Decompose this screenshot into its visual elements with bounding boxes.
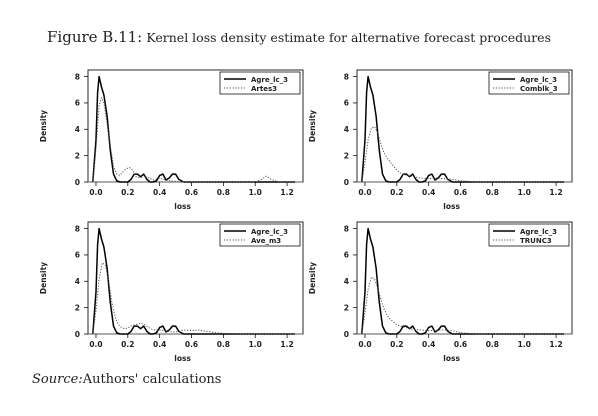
panel-2-y-tick-label: 8	[344, 72, 349, 81]
panel-3-x-tick-label: 0.8	[217, 340, 230, 349]
panel-1-x-tick-label: 1.2	[280, 188, 293, 197]
panel-3-y-tick-label: 8	[75, 224, 80, 233]
panel-1-y-tick-label: 4	[75, 125, 80, 134]
panel-4-x-tick-label: 1.2	[549, 340, 562, 349]
panel-1-legend-label-1: Agre_lc_3	[251, 76, 288, 84]
panel-2-series-line-2	[361, 126, 564, 183]
panel-4-x-tick-label: 0.2	[390, 340, 403, 349]
panel-4-x-tick-label: 0.4	[422, 340, 435, 349]
panel-2-x-tick-label: 0.2	[390, 188, 403, 197]
panel-4-x-tick-label: 1.0	[518, 340, 531, 349]
panel-4-x-tick-label: 0.6	[454, 340, 467, 349]
figure-title: Kernel loss density estimate for alterna…	[146, 30, 551, 45]
panel-2-legend-label-1: Agre_lc_3	[520, 76, 557, 84]
panel-1-y-tick-label: 2	[75, 151, 80, 160]
source-text: Authors' calculations	[82, 372, 222, 387]
panel-3-legend-label-2: Ave_m3	[251, 237, 281, 245]
panel-4-y-tick-label: 0	[344, 330, 349, 339]
panel-2-y-axis-title: Density	[308, 110, 317, 142]
panel-2-y-tick-label: 2	[344, 151, 349, 160]
panel-3-y-tick-label: 2	[75, 303, 80, 312]
panel-1-series-line-2	[92, 97, 295, 183]
figure-caption: Figure B.11: Kernel loss density estimat…	[0, 28, 598, 46]
panel-3-x-tick-label: 1.0	[249, 340, 262, 349]
panel-4-x-tick-label: 0.0	[358, 340, 371, 349]
panel-3-y-tick-label: 4	[75, 277, 80, 286]
panel-3-legend-box	[219, 223, 301, 247]
panel-1-legend-label-2: Artes3	[251, 85, 277, 93]
panel-4-x-axis-title: loss	[443, 354, 460, 363]
panel-2-y-tick-label: 4	[344, 125, 349, 134]
panel-2-y-tick-label: 0	[344, 178, 349, 187]
panel-4-legend-label-2: TRUNC3	[520, 237, 552, 245]
panel-4-y-tick-label: 6	[344, 251, 349, 260]
panel-3-series-line-2	[92, 262, 295, 335]
panel-2-x-tick-label: 0.0	[358, 188, 371, 197]
panel-2-x-tick-label: 0.4	[422, 188, 435, 197]
panel-4-x-tick-label: 0.8	[486, 340, 499, 349]
panel-2-x-axis-title: loss	[443, 202, 460, 211]
panel-3-x-tick-label: 0.4	[153, 340, 166, 349]
panel-4-legend-label-1: Agre_lc_3	[520, 228, 557, 236]
panel-3-y-tick-label: 6	[75, 251, 80, 260]
panel-1-x-tick-label: 1.0	[249, 188, 262, 197]
panel-2-x-tick-label: 1.0	[518, 188, 531, 197]
panel-1-x-tick-label: 0.6	[185, 188, 198, 197]
panel-2-y-tick-label: 6	[344, 99, 349, 108]
panel-1-y-axis-title: Density	[39, 110, 48, 142]
panel-2-legend-box	[488, 71, 570, 95]
panel-3-x-tick-label: 0.2	[121, 340, 134, 349]
panel-3-legend-label-1: Agre_lc_3	[251, 228, 288, 236]
panel-1-x-tick-label: 0.8	[217, 188, 230, 197]
panel-3-x-tick-label: 0.0	[89, 340, 102, 349]
panel-2-x-tick-label: 0.8	[486, 188, 499, 197]
source-label: Source:	[32, 372, 83, 387]
panel-1-y-tick-label: 0	[75, 178, 80, 187]
panel-4-y-tick-label: 4	[344, 277, 349, 286]
panel-1-legend-box	[219, 71, 301, 95]
panel-4-y-tick-label: 8	[344, 224, 349, 233]
panel-3-x-tick-label: 1.2	[280, 340, 293, 349]
figure-label: Figure B.11:	[47, 28, 143, 46]
panel-1-x-axis-title: loss	[174, 202, 191, 211]
panel-2-series-line-1	[361, 75, 564, 183]
panel-3-x-axis-title: loss	[174, 354, 191, 363]
panel-2-x-tick-label: 1.2	[549, 188, 562, 197]
panel-4-y-axis-title: Density	[308, 262, 317, 294]
panel-3-series-line-1	[92, 227, 295, 335]
panel-3-y-axis-title: Density	[39, 262, 48, 294]
panel-1-x-tick-label: 0.0	[89, 188, 102, 197]
panel-3-y-tick-label: 0	[75, 330, 80, 339]
panel-1-y-tick-label: 8	[75, 72, 80, 81]
panel-4-series-line-1	[361, 227, 564, 335]
panel-4-series-line-2	[361, 276, 564, 335]
panel-2-x-tick-label: 0.6	[454, 188, 467, 197]
panel-2-legend-label-2: Comblk_3	[520, 85, 558, 93]
panel-1-x-tick-label: 0.2	[121, 188, 134, 197]
panel-4-y-tick-label: 2	[344, 303, 349, 312]
panel-1-y-tick-label: 6	[75, 99, 80, 108]
panel-4-legend-box	[488, 223, 570, 247]
panel-3-x-tick-label: 0.6	[185, 340, 198, 349]
panel-1-series-line-1	[92, 75, 295, 183]
panel-1-x-tick-label: 0.4	[153, 188, 166, 197]
source-note: Source:Authors' calculations	[32, 372, 221, 387]
